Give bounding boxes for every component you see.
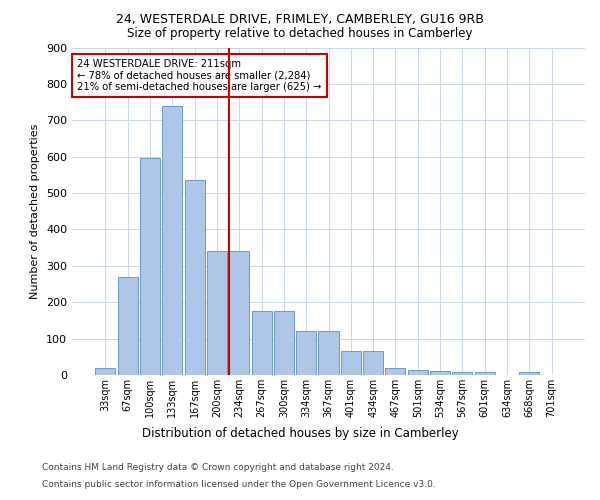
Bar: [229, 252, 249, 375]
Text: 24, WESTERDALE DRIVE, FRIMLEY, CAMBERLEY, GU16 9RB: 24, WESTERDALE DRIVE, FRIMLEY, CAMBERLEY…: [116, 12, 484, 26]
Bar: [95, 368, 115, 375]
Text: Contains HM Land Registry data © Crown copyright and database right 2024.: Contains HM Land Registry data © Crown c…: [42, 462, 394, 471]
Bar: [319, 332, 338, 375]
Bar: [341, 352, 361, 375]
Text: 24 WESTERDALE DRIVE: 211sqm
← 78% of detached houses are smaller (2,284)
21% of : 24 WESTERDALE DRIVE: 211sqm ← 78% of det…: [77, 59, 322, 92]
Bar: [296, 332, 316, 375]
Bar: [140, 158, 160, 375]
Bar: [408, 370, 428, 375]
Text: Distribution of detached houses by size in Camberley: Distribution of detached houses by size …: [142, 428, 458, 440]
Bar: [475, 372, 495, 375]
Y-axis label: Number of detached properties: Number of detached properties: [31, 124, 40, 299]
Text: Contains public sector information licensed under the Open Government Licence v3: Contains public sector information licen…: [42, 480, 436, 489]
Bar: [185, 180, 205, 375]
Bar: [274, 312, 294, 375]
Text: Size of property relative to detached houses in Camberley: Size of property relative to detached ho…: [127, 28, 473, 40]
Bar: [162, 106, 182, 375]
Bar: [118, 277, 138, 375]
Bar: [385, 368, 406, 375]
Bar: [519, 372, 539, 375]
Bar: [363, 352, 383, 375]
Bar: [251, 312, 272, 375]
Bar: [207, 252, 227, 375]
Bar: [452, 372, 472, 375]
Bar: [430, 372, 450, 375]
